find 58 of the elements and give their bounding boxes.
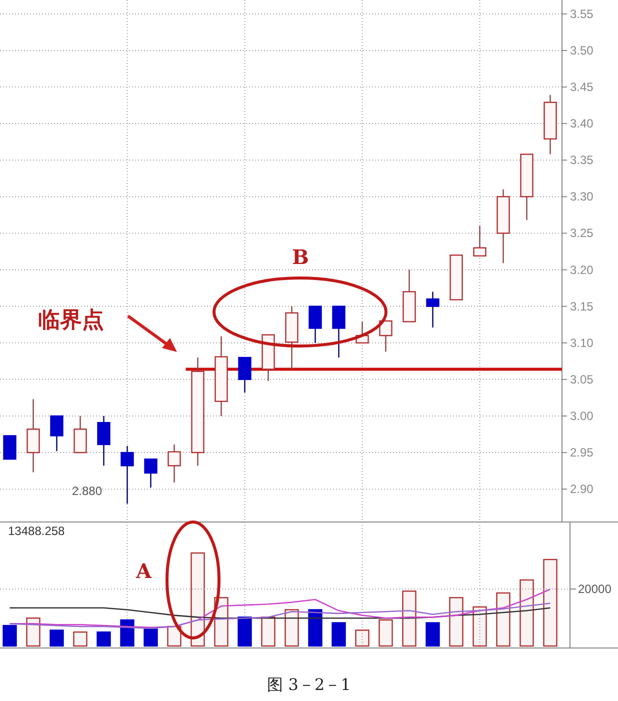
bar [472,606,487,647]
annotation: A [135,559,152,583]
y-tick-label: 3.25 [570,226,594,240]
caption: 图 3－2－1 [267,675,351,694]
bar [520,579,534,647]
y-tick-label: 2.90 [570,482,594,496]
y-tick-label: 3.05 [570,372,594,386]
bar [284,609,299,647]
y-tick-label: 3.50 [570,43,594,58]
bar [26,618,40,647]
y-tick-label: 2.95 [570,446,594,460]
candlestick [379,320,392,352]
y-tick-label: 3.55 [570,6,594,21]
bar [167,626,182,647]
text: 13488.258 [8,524,66,538]
bar [332,622,346,647]
candlestick [26,398,40,473]
text: 20000 [578,582,612,596]
bar [73,631,88,647]
y-tick-label: 3.35 [570,153,594,168]
bar [238,616,252,647]
legend-label: 临界点 [38,307,104,333]
candlestick [473,225,486,256]
bar [144,628,158,647]
candlestick [332,306,346,358]
candlestick [168,444,181,484]
candlestick [144,458,158,488]
bar [543,558,558,647]
y-tick-label: 3.40 [570,116,594,131]
y-tick-label: 3.45 [570,80,594,94]
bar [261,616,276,647]
candlestick [308,306,322,344]
bar [378,619,393,647]
bar [426,622,440,647]
y-tick-label: 3.10 [570,336,594,350]
y-tick-label: 3.00 [570,408,594,423]
bar [308,609,322,647]
candlestick [74,415,87,454]
candlestick [120,445,134,504]
bar [2,624,17,647]
y-tick-label: 3.15 [570,299,594,314]
bar [96,631,111,647]
bar [120,619,134,647]
bar [190,552,205,647]
annotation: 2.880 [72,484,102,498]
bar [449,597,464,647]
candlestick [3,435,16,460]
candlestick [426,291,440,328]
bar [50,630,64,647]
bar [496,592,510,647]
candlestick [97,415,110,466]
bar [355,630,370,647]
candlestick [50,415,64,452]
y-tick-label: 3.30 [570,190,594,204]
y-tick-label: 3.20 [570,262,594,277]
bar [402,590,416,647]
candlestick [238,356,252,394]
annotation: B [292,245,309,269]
